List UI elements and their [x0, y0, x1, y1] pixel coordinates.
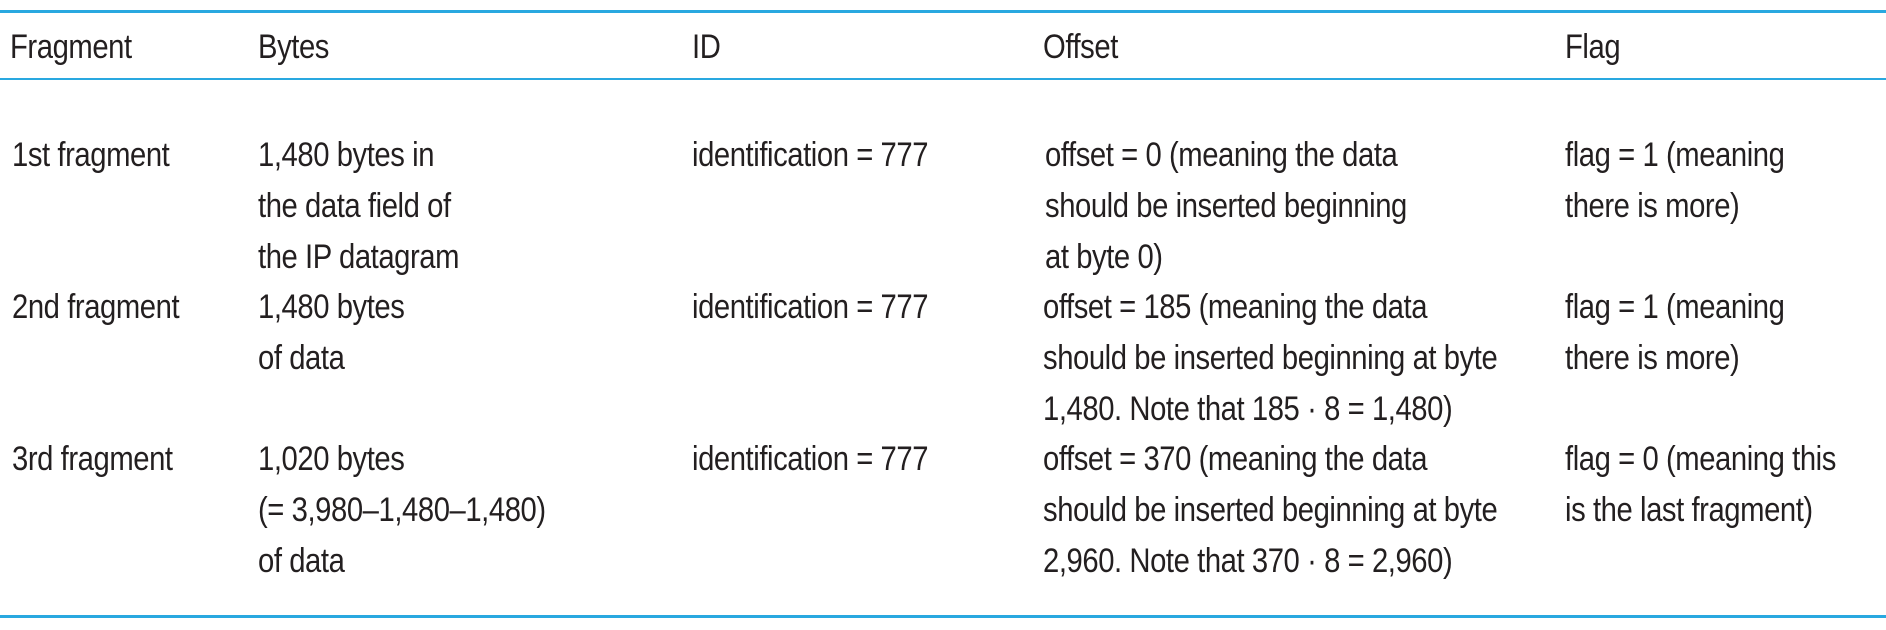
row2-offset-line: should be inserted beginning at byte	[1043, 339, 1498, 377]
header-fragment: Fragment	[10, 28, 132, 66]
row2-flag-line: there is more)	[1565, 339, 1740, 377]
row3-offset-line: should be inserted beginning at byte	[1043, 491, 1498, 529]
row3-bytes-line: 1,020 bytes	[258, 440, 405, 478]
row1-offset-line: should be inserted beginning	[1045, 187, 1407, 225]
row1-id: identification = 777	[692, 136, 929, 174]
row3-id: identification = 777	[692, 440, 929, 478]
row3-bytes-line: (= 3,980–1,480–1,480)	[258, 491, 546, 529]
row2-flag-line: flag = 1 (meaning	[1565, 288, 1785, 326]
row3-flag-line: flag = 0 (meaning this	[1565, 440, 1836, 478]
row2-id: identification = 777	[692, 288, 929, 326]
row1-offset-line: offset = 0 (meaning the data	[1045, 136, 1398, 174]
row2-offset: offset = 185 (meaning the data should be…	[1043, 282, 1498, 435]
row3-bytes-line: of data	[258, 542, 345, 580]
row2-flag: flag = 1 (meaning there is more)	[1565, 282, 1785, 384]
header-offset: Offset	[1043, 28, 1118, 66]
row2-bytes-line: 1,480 bytes	[258, 288, 405, 326]
top-rule	[0, 10, 1886, 13]
bottom-rule	[0, 615, 1886, 618]
row1-bytes-line: the IP datagram	[258, 238, 460, 276]
header-id: ID	[692, 28, 721, 66]
row1-fragment: 1st fragment	[12, 136, 170, 174]
row3-bytes: 1,020 bytes (= 3,980–1,480–1,480) of dat…	[258, 434, 546, 587]
row3-offset-line: 2,960. Note that 370 · 8 = 2,960)	[1043, 542, 1453, 580]
row1-bytes: 1,480 bytes in the data field of the IP …	[258, 130, 460, 283]
row3-offset-line: offset = 370 (meaning the data	[1043, 440, 1428, 478]
row1-offset-line: at byte 0)	[1045, 238, 1163, 276]
row1-flag-line: there is more)	[1565, 187, 1740, 225]
row1-offset: offset = 0 (meaning the data should be i…	[1045, 130, 1407, 283]
header-bytes: Bytes	[258, 28, 329, 66]
row1-flag: flag = 1 (meaning there is more)	[1565, 130, 1785, 232]
row1-flag-line: flag = 1 (meaning	[1565, 136, 1785, 174]
row2-bytes-line: of data	[258, 339, 345, 377]
row1-bytes-line: the data field of	[258, 187, 451, 225]
row2-offset-line: 1,480. Note that 185 · 8 = 1,480)	[1043, 390, 1453, 428]
row3-fragment: 3rd fragment	[12, 440, 173, 478]
row3-flag-line: is the last fragment)	[1565, 491, 1813, 529]
header-rule	[0, 78, 1886, 80]
row2-fragment: 2nd fragment	[12, 288, 180, 326]
header-flag: Flag	[1565, 28, 1621, 66]
row3-offset: offset = 370 (meaning the data should be…	[1043, 434, 1498, 587]
row1-bytes-line: 1,480 bytes in	[258, 136, 435, 174]
row2-bytes: 1,480 bytes of data	[258, 282, 405, 384]
row3-flag: flag = 0 (meaning this is the last fragm…	[1565, 434, 1836, 536]
row2-offset-line: offset = 185 (meaning the data	[1043, 288, 1428, 326]
